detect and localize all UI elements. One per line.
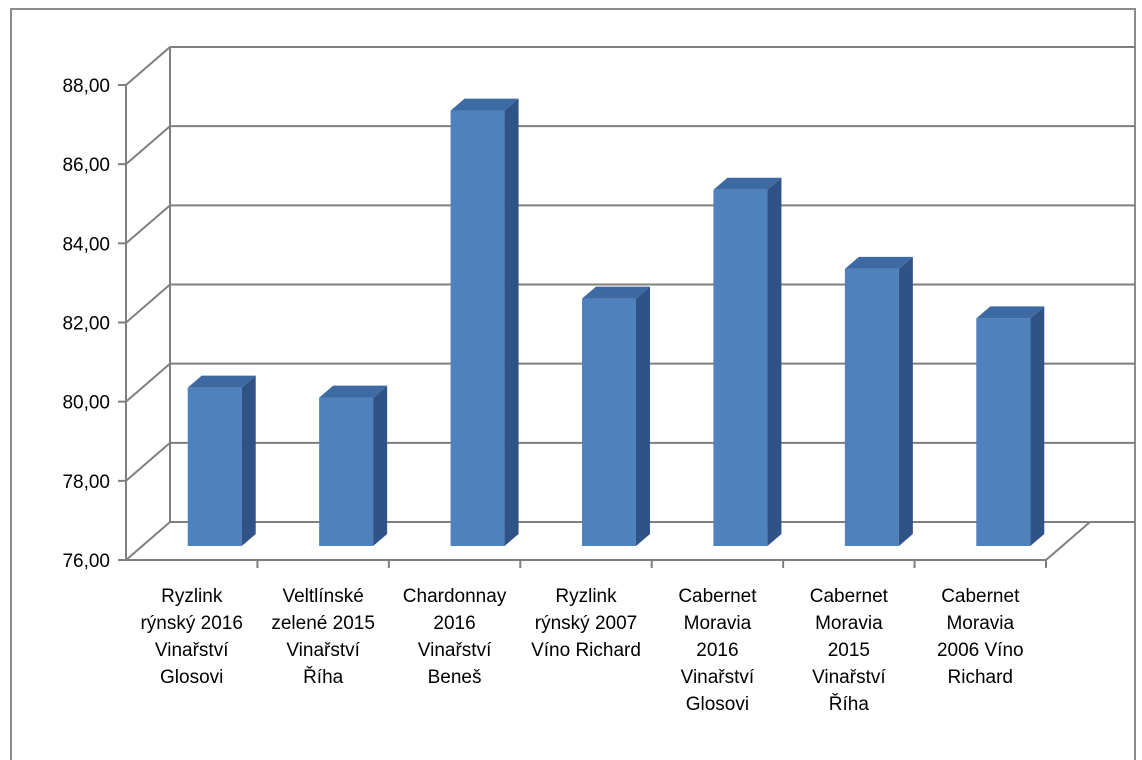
bar-top bbox=[187, 375, 256, 388]
bar-top bbox=[976, 306, 1045, 319]
category-label: Cabernet Moravia 2016 Vinařství Glosovi bbox=[678, 586, 757, 715]
bar-top bbox=[844, 256, 913, 269]
category-label: Cabernet Moravia 2015 Vinařství Říha bbox=[810, 586, 889, 715]
bar-side bbox=[1030, 306, 1045, 546]
category-label-line: Vinařství bbox=[286, 640, 360, 661]
bar-side bbox=[898, 256, 913, 546]
bar bbox=[319, 397, 374, 546]
bar-side bbox=[504, 98, 519, 546]
category-label-line: Glosovi bbox=[686, 694, 749, 715]
category-label-line: Vinařství bbox=[155, 640, 229, 661]
category-label-line: Říha bbox=[829, 693, 870, 715]
gridline bbox=[125, 46, 1135, 86]
gridline bbox=[125, 125, 1135, 165]
y-tick-label: 82,00 bbox=[62, 314, 110, 335]
bar-side bbox=[767, 177, 782, 546]
category-label-line: rýnský 2016 bbox=[140, 613, 242, 634]
category-label-line: Moravia bbox=[946, 613, 1014, 634]
bar bbox=[582, 298, 636, 546]
y-tick-label: 78,00 bbox=[62, 472, 110, 493]
category-label-line: 2006 Víno bbox=[937, 640, 1024, 661]
category-label-line: 2015 bbox=[828, 640, 870, 661]
category-label-line: Cabernet bbox=[941, 586, 1020, 607]
category-label-line: Chardonnay bbox=[403, 586, 507, 607]
y-tick-label: 80,00 bbox=[62, 393, 110, 414]
category-label-line: Moravia bbox=[684, 613, 752, 634]
category-label-line: Vinařství bbox=[681, 667, 755, 688]
category-label-line: Cabernet bbox=[810, 586, 889, 607]
axis-layer bbox=[118, 47, 1047, 568]
category-label-line: Richard bbox=[948, 667, 1013, 688]
category-label-line: rýnský 2007 bbox=[535, 613, 637, 634]
y-tick-label: 76,00 bbox=[62, 551, 110, 572]
chart-frame bbox=[10, 8, 1136, 760]
bar bbox=[976, 318, 1031, 546]
category-label-line: Glosovi bbox=[160, 667, 223, 688]
category-label-line: 2016 bbox=[433, 613, 475, 634]
bar-side bbox=[636, 286, 650, 546]
label-layer: 76,00 78,00 80,00 82,00 84,00 86,00 88,00 Ryzli… bbox=[62, 76, 1023, 715]
category-label: Chardonnay 2016 Vinařství Beneš bbox=[403, 586, 507, 688]
bar-top bbox=[713, 177, 782, 190]
bar-side bbox=[373, 385, 388, 546]
category-label-line: zelené 2015 bbox=[271, 613, 375, 634]
bar bbox=[187, 387, 242, 546]
bar bbox=[713, 189, 768, 546]
category-label-line: Vinařství bbox=[418, 640, 492, 661]
category-label-line: Ryzlink bbox=[161, 586, 223, 607]
bar-top bbox=[319, 385, 388, 398]
category-label-line: Vinařství bbox=[812, 667, 886, 688]
y-tick-label: 86,00 bbox=[62, 155, 110, 176]
gridline bbox=[125, 204, 1135, 245]
category-label: Ryzlink rýnský 2007 Víno Richard bbox=[531, 586, 641, 661]
y-tick-label: 84,00 bbox=[62, 234, 110, 255]
category-label-line: Beneš bbox=[428, 667, 482, 688]
category-label: Veltlínské zelené 2015 Vinařství Říha bbox=[271, 586, 375, 688]
bar bbox=[450, 110, 505, 546]
bar bbox=[844, 268, 899, 546]
bar-top bbox=[450, 98, 519, 111]
bar-side bbox=[241, 375, 256, 546]
category-label-line: 2016 bbox=[696, 640, 738, 661]
y-tick-label: 88,00 bbox=[62, 76, 110, 97]
category-label-line: Ryzlink bbox=[555, 586, 617, 607]
category-label-line: Veltlínské bbox=[282, 586, 363, 607]
category-label-line: Víno Richard bbox=[531, 640, 641, 661]
bar-layer bbox=[187, 98, 1045, 546]
category-label-line: Moravia bbox=[815, 613, 883, 634]
category-label-line: Cabernet bbox=[678, 586, 757, 607]
category-label-line: Říha bbox=[303, 666, 344, 688]
category-label: Ryzlink rýnský 2016 Vinařství Glosovi bbox=[140, 586, 242, 688]
bar-top bbox=[582, 286, 650, 299]
category-label: Cabernet Moravia 2006 Víno Richard bbox=[937, 586, 1024, 688]
